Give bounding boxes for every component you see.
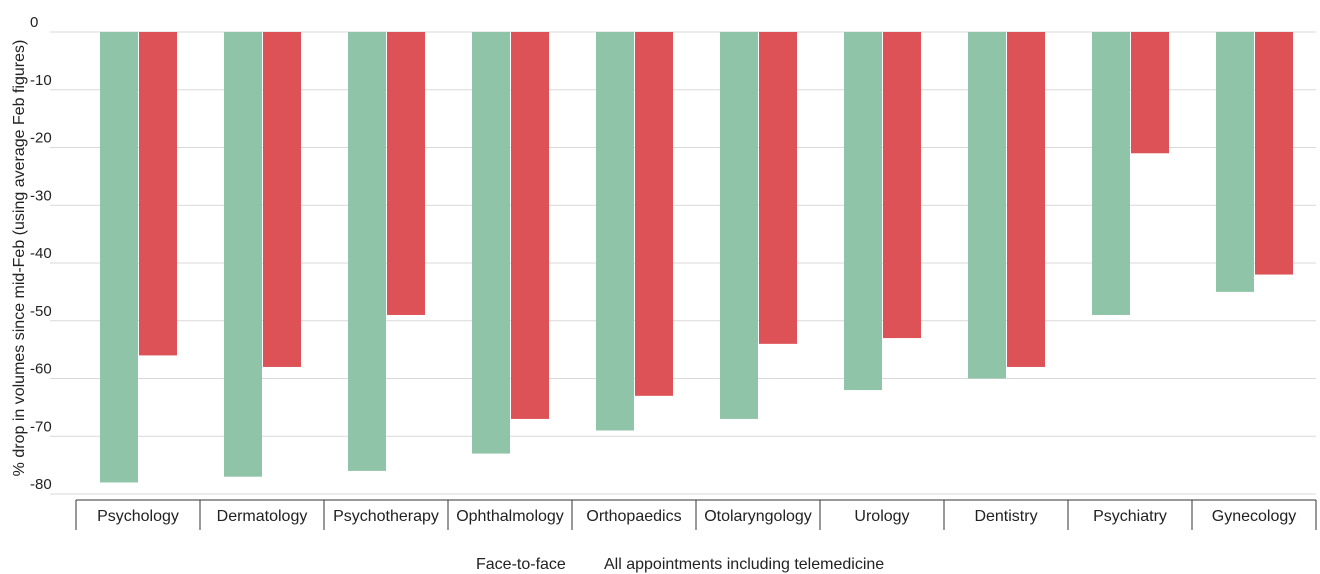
y-tick-label: -20 <box>30 130 52 147</box>
x-tick-label: Psychiatry <box>1093 508 1167 525</box>
bar-all-appointments <box>759 32 797 344</box>
bar-face-to-face <box>720 32 758 419</box>
bar-face-to-face <box>1092 32 1130 315</box>
x-tick-label: Gynecology <box>1212 508 1297 525</box>
x-tick-label: Ophthalmology <box>456 508 564 525</box>
legend-item-all-appointments: All appointments including telemedicine <box>604 556 884 573</box>
bar-face-to-face <box>596 32 634 431</box>
x-tick-label: Psychology <box>97 508 179 525</box>
legend: Face-to-face All appointments including … <box>476 556 884 573</box>
bar-face-to-face <box>224 32 262 477</box>
y-tick-label: -30 <box>30 187 52 204</box>
bar-face-to-face <box>348 32 386 471</box>
y-tick-label: -60 <box>30 361 52 378</box>
y-tick-label: -50 <box>30 303 52 320</box>
x-tick-label: Dermatology <box>217 508 308 525</box>
y-tick-label: -10 <box>30 72 52 89</box>
x-tick-label: Urology <box>854 508 909 525</box>
bar-all-appointments <box>1007 32 1045 367</box>
y-tick-label: -70 <box>30 418 52 435</box>
bar-face-to-face <box>472 32 510 454</box>
bar-all-appointments <box>1131 32 1169 154</box>
bar-all-appointments <box>883 32 921 339</box>
x-tick-label: Psychotherapy <box>333 508 439 525</box>
y-axis-ticks: 0 -10 -20 -30 -40 -50 -60 -70 -80 <box>30 14 52 493</box>
bar-all-appointments <box>511 32 549 419</box>
bar-face-to-face <box>1216 32 1254 292</box>
bar-face-to-face <box>968 32 1006 379</box>
bar-face-to-face <box>844 32 882 391</box>
x-tick-label: Dentistry <box>974 508 1037 525</box>
y-tick-label: 0 <box>30 14 38 31</box>
x-tick-label: Otolaryngology <box>704 508 812 525</box>
x-tick-label: Orthopaedics <box>586 508 681 525</box>
bar-all-appointments <box>387 32 425 315</box>
bar-all-appointments <box>1255 32 1293 275</box>
legend-item-face-to-face: Face-to-face <box>476 556 566 573</box>
bar-face-to-face <box>100 32 138 483</box>
bar-all-appointments <box>139 32 177 356</box>
bars <box>100 32 1293 483</box>
bar-all-appointments <box>263 32 301 367</box>
bar-all-appointments <box>635 32 673 396</box>
y-tick-label: -40 <box>30 245 52 262</box>
y-tick-label: -80 <box>30 476 52 493</box>
y-axis-label: % drop in volumes since mid-Feb (using a… <box>11 40 28 477</box>
x-axis: Psychology Dermatology Psychotherapy Ophtha… <box>75 499 1317 530</box>
